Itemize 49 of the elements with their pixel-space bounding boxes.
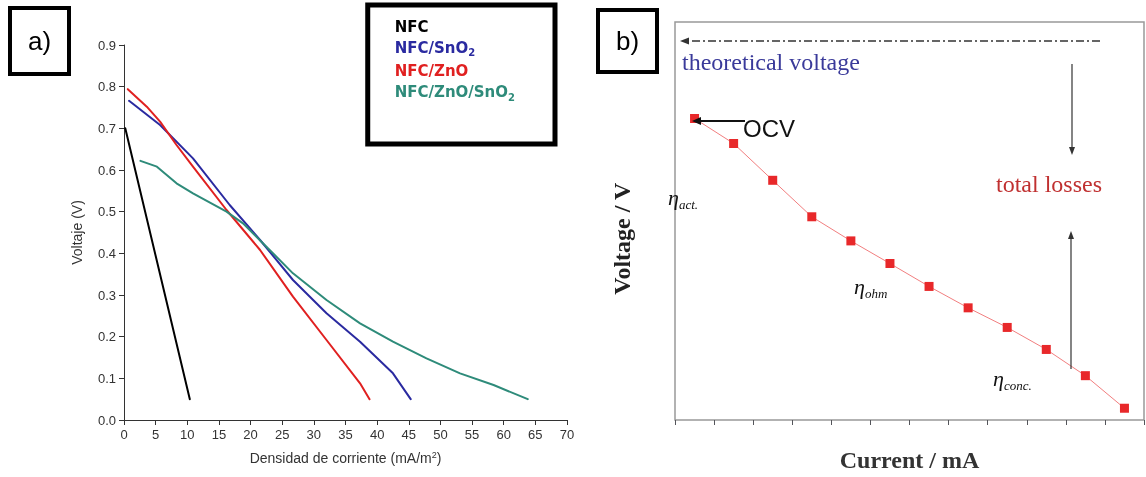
point	[885, 259, 895, 269]
y-tick-label: 0.2	[97, 329, 116, 345]
x-tick-label: 40	[369, 427, 385, 442]
point	[1041, 344, 1051, 354]
x-tick-label: 30	[306, 427, 322, 442]
point	[807, 212, 817, 222]
point	[1119, 403, 1129, 413]
point	[846, 236, 856, 246]
text: NFC/ZnO	[394, 62, 469, 80]
x-tick-label: 35	[338, 427, 353, 442]
annotation: total losses	[996, 171, 1102, 197]
point	[1080, 371, 1090, 381]
x-tick-label: 70	[559, 427, 575, 442]
chart-title: b)	[616, 26, 640, 56]
y-tick-label: 0.9	[97, 37, 116, 53]
x-tick-label: 20	[243, 427, 258, 442]
x-tick-label: 50	[433, 427, 448, 442]
x-tick-label: 15	[211, 427, 227, 442]
point	[729, 139, 739, 149]
chart-title: a)	[28, 26, 52, 56]
line-series	[126, 88, 371, 401]
point	[1002, 322, 1012, 332]
line-series	[128, 99, 412, 401]
y-tick-label: 0.8	[97, 79, 116, 95]
y-tick-label: 0.4	[97, 245, 116, 261]
x-axis-title: Current / mA	[839, 447, 980, 473]
x-tick-label: 45	[401, 427, 417, 442]
x-tick-label: 25	[274, 427, 290, 442]
y-tick-label: 0.3	[97, 287, 116, 303]
point	[963, 303, 973, 313]
y-axis-title: Voltaje (V)	[69, 200, 85, 265]
x-tick-label: 60	[496, 427, 511, 442]
text: NFC	[394, 17, 429, 36]
annotation: OCV	[743, 114, 796, 142]
y-tick-label: 0.5	[97, 204, 116, 220]
x-tick-label: 65	[528, 427, 543, 442]
y-tick-label: 0.1	[97, 370, 116, 386]
y-tick-label: 0.7	[97, 120, 116, 136]
y-axis-title: Voltage / V	[609, 182, 635, 295]
x-tick-label: 0	[120, 427, 128, 442]
point	[768, 175, 778, 185]
x-tick-label: 10	[180, 427, 195, 442]
line-series	[139, 159, 529, 401]
x-tick-label: 5	[152, 427, 160, 442]
x-tick-label: 55	[464, 427, 480, 442]
y-tick-label: 0.6	[97, 162, 116, 178]
point	[924, 281, 934, 291]
text: theoretical voltage	[682, 49, 860, 75]
y-tick-label: 0.0	[97, 412, 116, 428]
